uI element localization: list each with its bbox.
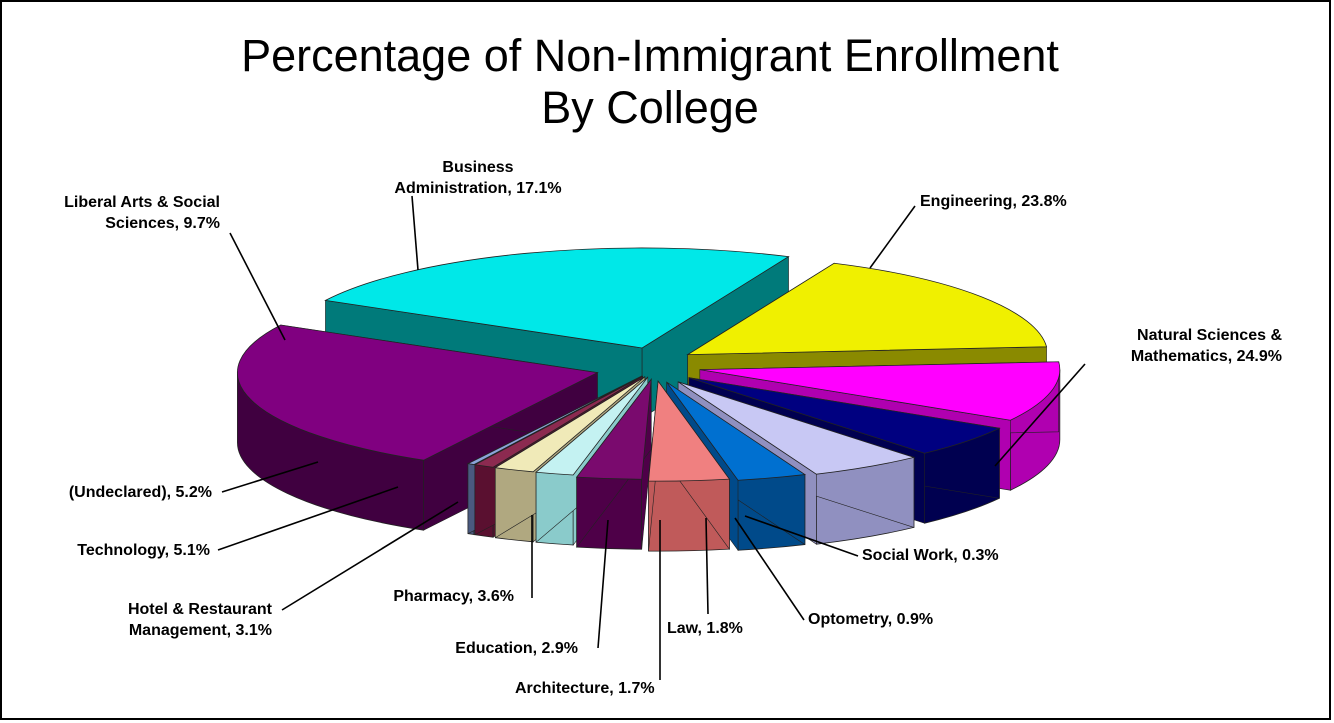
slice-label-line: Architecture, 1.7%: [515, 680, 655, 697]
slice-label-5: Architecture, 1.7%: [515, 680, 655, 697]
slice-label-line: Law, 1.8%: [667, 620, 743, 637]
slice-label-line: Liberal Arts & Social: [64, 194, 220, 211]
slice-label-1: Natural Sciences & Mathematics, 24.9%: [1131, 327, 1283, 365]
slice-label-3: Optometry, 0.9%: [808, 611, 933, 628]
pie-slice-top: [473, 375, 643, 468]
leader-line-11: [229, 232, 286, 341]
pie-slice-top: [237, 324, 599, 461]
slice-label-line: Sciences, 9.7%: [105, 215, 220, 232]
chart-title: Percentage of Non-Immigrant Enrollment B…: [0, 30, 1300, 134]
slice-label-9: Technology, 5.1%: [77, 542, 210, 559]
slice-label-line: (Undeclared), 5.2%: [69, 484, 212, 501]
slice-label-2: Social Work, 0.3%: [862, 547, 999, 564]
slice-label-10: (Undeclared), 5.2%: [69, 484, 212, 501]
leader-line-10: [221, 461, 319, 493]
pie-slice-top: [686, 262, 1048, 356]
leader-line-0: [869, 205, 916, 269]
slice-label-line: Education, 2.9%: [455, 640, 578, 657]
slice-label-line: Natural Sciences &: [1137, 327, 1282, 344]
leader-line-1: [994, 363, 1086, 467]
slice-label-line: Management, 3.1%: [129, 622, 272, 639]
slice-label-line: Business: [442, 159, 513, 176]
slice-label-line: Engineering, 23.8%: [920, 193, 1067, 210]
leader-lines: [217, 195, 1086, 680]
slice-label-7: Pharmacy, 3.6%: [393, 588, 514, 605]
leader-line-12: [411, 195, 419, 271]
leader-line-2: [744, 515, 859, 557]
pie-slice-top: [535, 376, 649, 476]
slice-label-11: Liberal Arts & Social Sciences, 9.7%: [64, 194, 220, 232]
pie-slice-top: [466, 375, 642, 465]
pie-slice-top: [494, 376, 646, 473]
slice-label-line: Administration, 17.1%: [394, 180, 561, 197]
leader-line-6: [597, 519, 609, 649]
leader-line-9: [217, 486, 399, 551]
pie-slices: [237, 247, 1061, 552]
slice-label-line: Pharmacy, 3.6%: [393, 588, 514, 605]
leader-line-3: [734, 517, 805, 621]
slice-labels: Engineering, 23.8% Natural Sciences & Math…: [64, 159, 1282, 697]
pie-slice-top: [666, 381, 807, 481]
slice-label-line: Technology, 5.1%: [77, 542, 210, 559]
slice-label-8: Hotel & Restaurant Management, 3.1%: [128, 601, 273, 639]
pie-slice-top: [688, 377, 1001, 454]
slice-label-4: Law, 1.8%: [667, 620, 743, 637]
pie-slice-top: [324, 247, 790, 349]
leader-line-8: [281, 501, 459, 611]
leader-line-4: [705, 517, 709, 615]
slice-label-line: Optometry, 0.9%: [808, 611, 933, 628]
chart-title-line-2: By College: [541, 82, 759, 133]
pie-slice-top: [575, 377, 652, 480]
slice-label-line: Hotel & Restaurant: [128, 601, 273, 618]
pie-slice-top: [699, 361, 1061, 421]
slice-label-12: Business Administration, 17.1%: [394, 159, 561, 197]
slice-label-0: Engineering, 23.8%: [920, 193, 1067, 210]
slice-label-line: Social Work, 0.3%: [862, 547, 999, 564]
slice-label-6: Education, 2.9%: [455, 640, 578, 657]
pie-slice-top: [677, 381, 916, 475]
pie-slice-top: [648, 380, 731, 482]
slice-label-line: Mathematics, 24.9%: [1131, 348, 1282, 365]
chart-title-line-1: Percentage of Non-Immigrant Enrollment: [241, 30, 1059, 81]
pie-slice-6: [575, 377, 652, 550]
pie-slice-7: [648, 380, 731, 552]
